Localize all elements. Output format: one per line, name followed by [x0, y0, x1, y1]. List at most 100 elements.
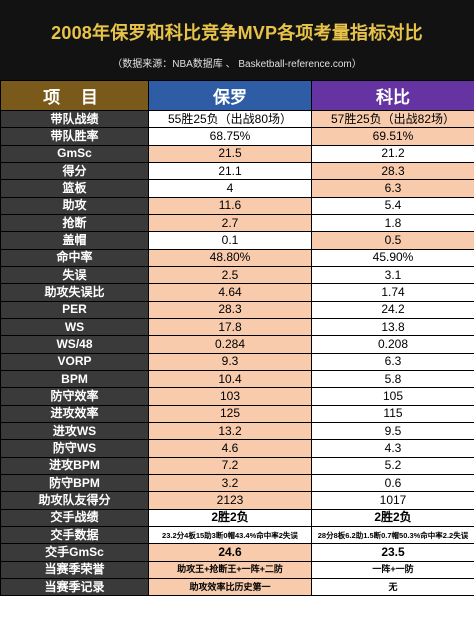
title-banner: 2008年保罗和科比竞争MVP各项考量指标对比 （数据来源：NBA数据库 、 B…	[0, 0, 474, 80]
table-row: GmSc 21.5 21.2	[0, 144, 474, 163]
row-label: 交手数据	[0, 525, 149, 545]
row-label: 带队胜率	[0, 127, 149, 146]
kobe-value: 4.3	[311, 439, 474, 458]
table-row: WS 17.8 13.8	[0, 317, 474, 337]
kobe-value: 24.2	[311, 300, 474, 319]
comparison-table: 项 目 保罗 科比 带队战绩 55胜25负（出战80场） 57胜25负（出战82场）…	[0, 80, 474, 597]
paul-value: 4	[148, 179, 312, 198]
row-label: 防守BPM	[0, 473, 149, 493]
table-row: VORP 9.3 6.3	[0, 352, 474, 371]
row-label: 当赛季记录	[0, 577, 149, 597]
table-row: 盖帽 0.1 0.5	[0, 231, 474, 250]
table-row: 助攻失误比 4.64 1.74	[0, 283, 474, 302]
table-row: 交手战绩 2胜2负 2胜2负	[0, 508, 474, 527]
row-label: 进攻WS	[0, 421, 149, 441]
data-source-note: （数据来源：NBA数据库 、 Basketball-reference.com）	[112, 59, 362, 70]
kobe-value: 3.1	[311, 265, 474, 285]
paul-value: 2胜2负	[148, 508, 312, 527]
paul-value: 48.80%	[148, 248, 312, 267]
paul-value: 11.6	[148, 196, 312, 215]
paul-value: 125	[148, 404, 312, 423]
table-row: 防守效率 103 105	[0, 387, 474, 406]
row-label: PER	[0, 300, 149, 319]
kobe-value: 5.2	[311, 456, 474, 475]
table-row: 带队胜率 68.75% 69.51%	[0, 127, 474, 146]
row-label: 盖帽	[0, 231, 149, 250]
paul-value: 103	[148, 387, 312, 406]
row-label: 命中率	[0, 248, 149, 267]
kobe-value: 0.5	[311, 231, 474, 250]
paul-value: 2.5	[148, 265, 312, 285]
table-row: 助攻 11.6 5.4	[0, 196, 474, 215]
row-label: WS	[0, 317, 149, 337]
kobe-value: 1017	[311, 491, 474, 510]
column-header-kobe: 科比	[311, 80, 474, 111]
paul-value: 0.284	[148, 335, 312, 354]
kobe-value: 5.8	[311, 369, 474, 389]
table-header-row: 项 目 保罗 科比	[0, 80, 474, 111]
kobe-value: 115	[311, 404, 474, 423]
table-row: WS/48 0.284 0.208	[0, 335, 474, 354]
row-label: 失误	[0, 265, 149, 285]
kobe-value: 28分8板6.2助1.5断0.7帽50.3%命中率2.2失误	[311, 525, 474, 545]
paul-value: 17.8	[148, 317, 312, 337]
paul-value: 4.6	[148, 439, 312, 458]
column-header-item: 项 目	[0, 80, 149, 111]
paul-value: 2123	[148, 491, 312, 510]
table-row: 篮板 4 6.3	[0, 179, 474, 198]
paul-value: 助攻效率比历史第一	[148, 577, 312, 597]
row-label: 得分	[0, 161, 149, 181]
row-label: 进攻效率	[0, 404, 149, 423]
paul-value: 0.1	[148, 231, 312, 250]
row-label: 防守WS	[0, 439, 149, 458]
paul-value: 28.3	[148, 300, 312, 319]
kobe-value: 1.8	[311, 213, 474, 233]
paul-value: 21.5	[148, 144, 312, 163]
paul-value: 3.2	[148, 473, 312, 493]
page-title: 2008年保罗和科比竞争MVP各项考量指标对比	[51, 23, 423, 43]
table-row: 失误 2.5 3.1	[0, 265, 474, 285]
row-label: 助攻	[0, 196, 149, 215]
table-row: 命中率 48.80% 45.90%	[0, 248, 474, 267]
row-label: 助攻失误比	[0, 283, 149, 302]
paul-value: 23.2分4板15助3断0帽43.4%命中率2失误	[148, 525, 312, 545]
kobe-value: 105	[311, 387, 474, 406]
row-label: 进攻BPM	[0, 456, 149, 475]
row-label: 助攻队友得分	[0, 491, 149, 510]
kobe-value: 57胜25负（出战82场）	[311, 109, 474, 129]
table-row: 当赛季记录 助攻效率比历史第一无	[0, 577, 474, 597]
table-row: 交手数据 23.2分4板15助3断0帽43.4%命中率2失误 28分8板6.2助1.…	[0, 525, 474, 545]
table-row: 防守BPM 3.2 0.6	[0, 473, 474, 493]
table-row: 抢断 2.7 1.8	[0, 213, 474, 233]
row-label: 篮板	[0, 179, 149, 198]
kobe-value: 无	[311, 577, 474, 597]
paul-value: 13.2	[148, 421, 312, 441]
row-label: 带队战绩	[0, 109, 149, 129]
column-header-paul: 保罗	[148, 80, 312, 111]
row-label: 交手GmSc	[0, 543, 149, 562]
row-label: 交手战绩	[0, 508, 149, 527]
kobe-value: 5.4	[311, 196, 474, 215]
paul-value: 9.3	[148, 352, 312, 371]
row-label: 当赛季荣誉	[0, 560, 149, 579]
table-row: BPM 10.4 5.8	[0, 369, 474, 389]
paul-value: 助攻王+抢断王+一阵+二防	[148, 560, 312, 579]
table-row: 进攻效率 125 115	[0, 404, 474, 423]
table-row: 助攻队友得分 2123 1017	[0, 491, 474, 510]
paul-value: 7.2	[148, 456, 312, 475]
kobe-value: 2胜2负	[311, 508, 474, 527]
kobe-value: 69.51%	[311, 127, 474, 146]
row-label: 防守效率	[0, 387, 149, 406]
table-row: 进攻WS 13.2 9.5	[0, 421, 474, 441]
row-label: WS/48	[0, 335, 149, 354]
paul-value: 24.6	[148, 543, 312, 562]
kobe-value: 6.3	[311, 179, 474, 198]
table-row: 进攻BPM 7.2 5.2	[0, 456, 474, 475]
kobe-value: 13.8	[311, 317, 474, 337]
paul-value: 21.1	[148, 161, 312, 181]
paul-value: 10.4	[148, 369, 312, 389]
kobe-value: 1.74	[311, 283, 474, 302]
kobe-value: 6.3	[311, 352, 474, 371]
paul-value: 68.75%	[148, 127, 312, 146]
paul-value: 4.64	[148, 283, 312, 302]
